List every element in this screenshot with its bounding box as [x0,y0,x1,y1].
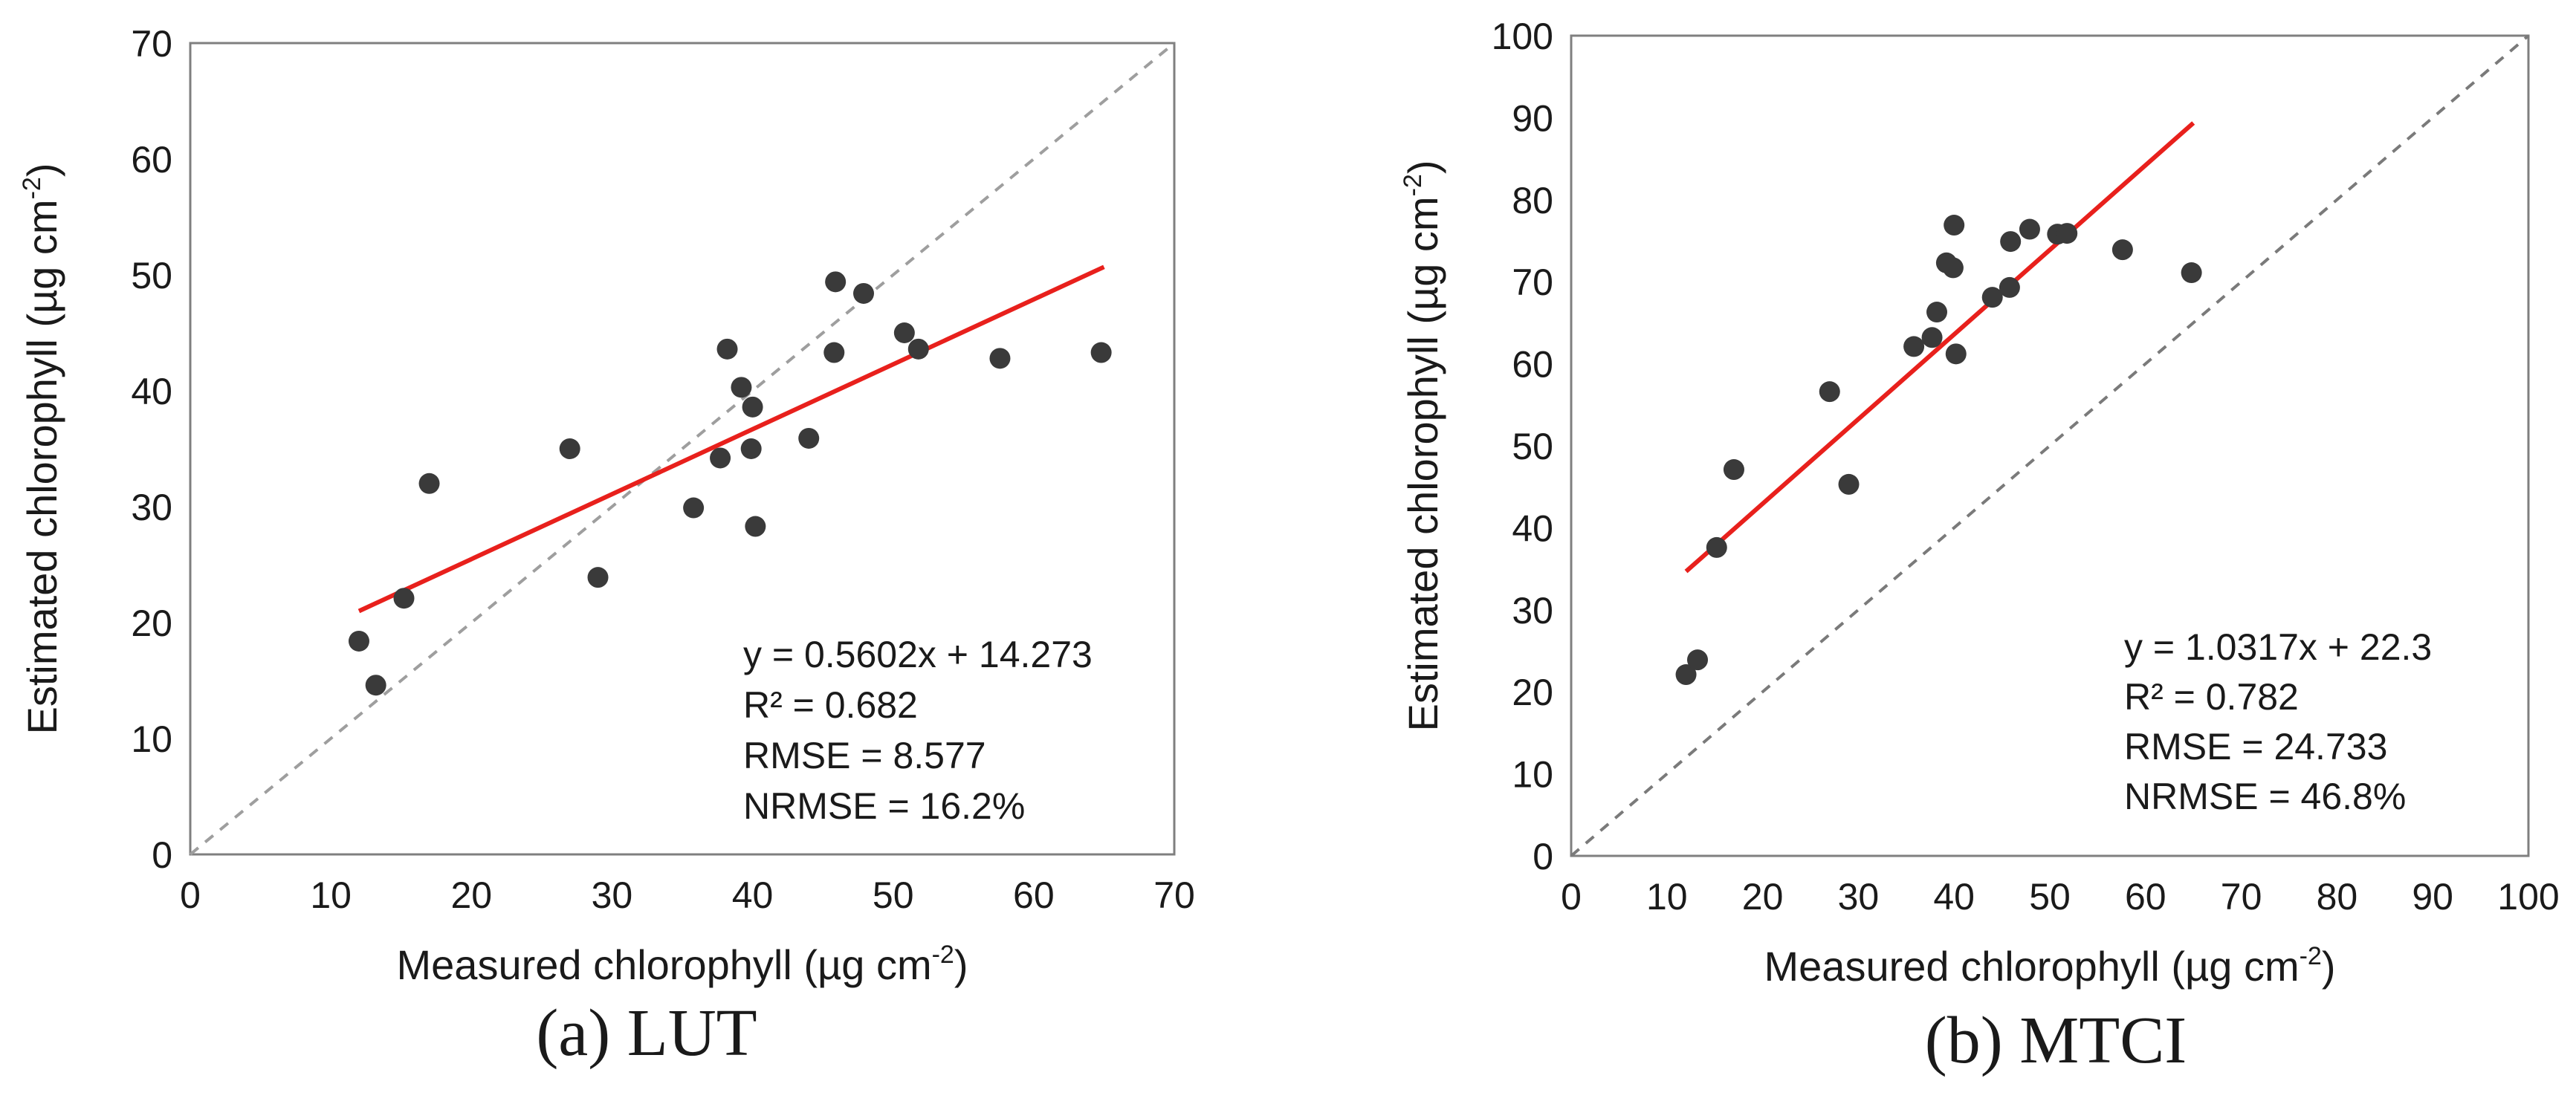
identity-line [1570,34,2530,857]
y-tick-label: 50 [1512,426,1553,467]
data-point [893,322,915,343]
x-tick-label: 60 [2125,876,2166,918]
y-tick-label: 20 [1512,672,1553,713]
data-point [823,342,845,363]
chart-panel-mtci: 0 10 20 30 40 50 60 70 80 90 100 0 10 20 30 40 50 60 70 80 9… [1399,16,2560,1077]
data-point [740,438,762,459]
y-tick-label: 100 [1492,16,1553,57]
x-tick-label: 50 [873,874,914,916]
y-tick-label: 40 [1512,507,1553,549]
data-point [745,516,766,537]
data-point [742,396,763,418]
y-tick-label: 10 [131,718,172,760]
x-tick-label: 30 [592,874,633,916]
data-point [365,675,386,696]
data-point [1687,649,1709,671]
y-tick-label: 50 [131,255,172,296]
data-point [1942,257,1964,279]
trendline [1684,121,2195,574]
data-point [852,282,874,304]
x-tick-label: 10 [1646,876,1688,918]
x-tick-label: 90 [2412,876,2453,918]
y-tick-label: 80 [1512,180,1553,221]
y-tick-label: 30 [1512,590,1553,632]
y-tick-label: 40 [131,371,172,412]
data-point [1090,342,1112,363]
y-tick-label: 20 [131,603,172,644]
data-point [1981,287,2003,308]
y-tick-label: 30 [131,487,172,528]
stats-annotation: NRMSE = 16.2% [743,785,1025,827]
y-tick-label: 60 [1512,344,1553,386]
x-tick-label: 20 [1742,876,1784,918]
x-tick-label: 30 [1838,876,1880,918]
y-tick-label: 0 [1533,836,1553,877]
data-point [1675,664,1697,686]
x-tick-label: 40 [1933,876,1975,918]
stats-annotation: RMSE = 24.733 [2124,726,2387,767]
x-tick-label: 0 [180,874,201,916]
data-point [1921,327,1943,348]
x-tick-label: 70 [2221,876,2262,918]
data-point [2111,239,2133,261]
data-point [1945,343,1967,365]
x-tick-label: 70 [1153,874,1195,916]
data-point [2056,223,2078,244]
y-tick-label: 60 [131,139,172,181]
stats-annotation: y = 0.5602x + 14.273 [743,634,1093,675]
data-point [2019,218,2040,240]
data-point [989,348,1011,369]
x-tick-label: 80 [2317,876,2358,918]
x-tick-label: 40 [732,874,774,916]
x-tick-label: 50 [2029,876,2071,918]
y-axis-label: Estimated chlorophyll (µg cm-2) [18,163,65,735]
data-point [1706,536,1727,558]
panel-caption: (a) LUT [536,996,757,1070]
data-point [418,473,440,494]
x-axis-label: Measured chlorophyll (µg cm-2) [397,941,968,988]
stats-annotation: y = 1.0317x + 22.3 [2124,626,2432,668]
identity-line [189,42,1176,856]
x-tick-label: 0 [1561,876,1582,918]
stats-annotation: R² = 0.682 [743,684,918,726]
data-point [1903,336,1925,357]
y-tick-label: 70 [1512,262,1553,303]
data-point [731,377,752,398]
data-point [587,567,609,588]
panel-caption: (b) MTCI [1925,1004,2187,1077]
data-point [393,588,415,609]
data-point [683,497,705,519]
stats-annotation: NRMSE = 46.8% [2124,776,2406,817]
x-tick-label: 60 [1013,874,1055,916]
trendline [357,264,1105,614]
x-axis-label: Measured chlorophyll (µg cm-2) [1764,942,2336,990]
data-point [1838,473,1860,495]
data-point [710,447,731,469]
data-point [1944,215,1965,236]
data-point [825,271,847,293]
x-tick-label: 10 [310,874,352,916]
data-point [1926,302,1948,323]
data-point [1819,381,1840,403]
y-tick-label: 90 [1512,97,1553,139]
data-point [348,630,369,652]
data-point [1999,276,2020,298]
y-tick-label: 0 [152,834,172,876]
x-tick-label: 100 [2497,876,2559,918]
data-point [1723,459,1744,481]
stats-annotation: R² = 0.782 [2124,676,2299,718]
data-point [798,427,820,449]
chart-panel-lut: 0 10 20 30 40 50 60 70 0 10 20 30 40 50 60 70 y = 0.5602… [18,23,1195,1070]
y-tick-label: 70 [131,23,172,65]
data-point [2000,231,2022,253]
data-point [907,338,929,360]
data-point [716,338,738,360]
data-point [559,438,580,459]
x-tick-label: 20 [450,874,492,916]
y-axis-label: Estimated chlorophyll (µg cm-2) [1399,160,1446,732]
stats-annotation: RMSE = 8.577 [743,735,986,776]
data-point [2181,262,2202,284]
y-tick-label: 10 [1512,754,1553,796]
